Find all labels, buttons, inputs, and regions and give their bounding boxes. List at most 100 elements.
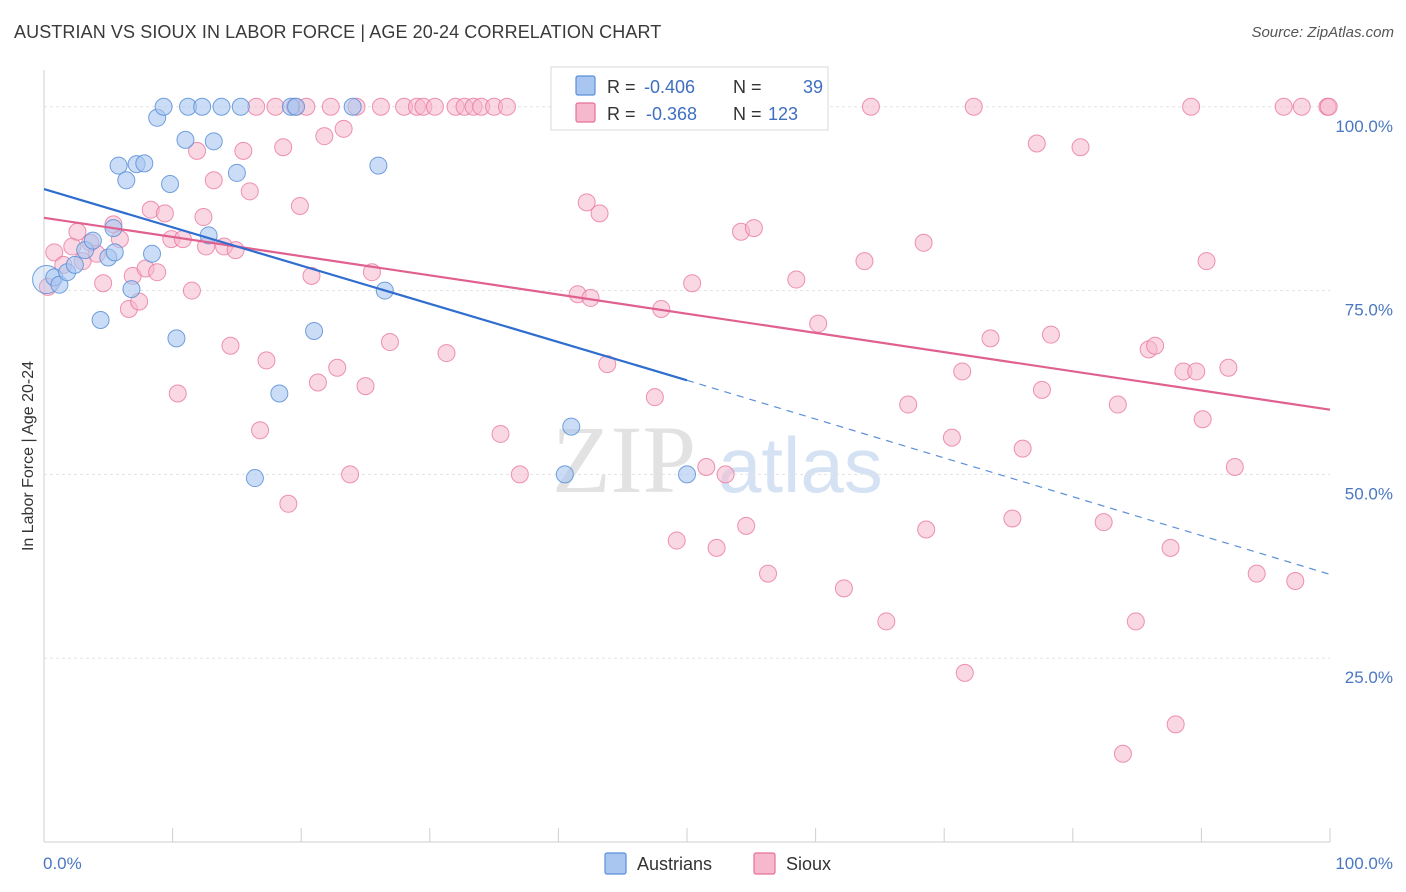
- sioux-point: [1071, 138, 1090, 157]
- sioux-point: [1197, 252, 1216, 271]
- sioux-point: [1113, 744, 1132, 763]
- sioux-point: [94, 274, 113, 293]
- sioux-point: [251, 421, 270, 440]
- legend-r-value-2: -0.368: [646, 104, 697, 124]
- sioux-point: [1286, 571, 1305, 590]
- austrian-point: [270, 384, 289, 403]
- legend-r-label-2: R =: [607, 104, 641, 124]
- austrians-trend-extension: [686, 379, 1331, 575]
- sioux-point: [787, 270, 806, 289]
- sioux-point: [510, 465, 529, 484]
- austrian-point: [555, 465, 574, 484]
- sioux-point: [1182, 97, 1201, 116]
- sioux-point: [45, 243, 64, 262]
- austrian-point: [117, 171, 136, 190]
- sioux-point: [290, 197, 309, 216]
- austrian-point: [65, 255, 84, 274]
- austrian-point: [193, 97, 212, 116]
- sioux-point: [577, 193, 596, 212]
- sioux-point: [380, 333, 399, 352]
- sioux-point: [809, 314, 828, 333]
- sioux-point: [341, 465, 360, 484]
- sioux-point: [1041, 325, 1060, 344]
- austrian-point: [122, 280, 141, 299]
- sioux-point: [1247, 564, 1266, 583]
- y-tick-label: 25.0%: [1345, 668, 1393, 687]
- sioux-point: [683, 274, 702, 293]
- sioux-point: [257, 351, 276, 370]
- sioux-point: [155, 204, 174, 223]
- legend-swatch-sioux: [575, 102, 596, 123]
- sioux-point: [834, 579, 853, 598]
- bottom-swatch-sioux: [753, 852, 776, 875]
- austrian-point: [562, 417, 581, 436]
- austrian-point: [143, 244, 162, 263]
- austrian-point: [83, 231, 102, 250]
- legend-n-value-1: 39: [803, 77, 823, 97]
- sioux-point: [491, 424, 510, 443]
- sioux-point: [334, 119, 353, 138]
- sioux-point: [759, 564, 778, 583]
- sioux-point: [899, 395, 918, 414]
- legend-n-label-2: N =: [733, 104, 767, 124]
- austrians-trend-line: [43, 188, 688, 382]
- bottom-legend-sioux: Sioux: [786, 854, 831, 874]
- bottom-legend-austrians: Austrians: [637, 854, 712, 874]
- sioux-point: [182, 281, 201, 300]
- sioux-point: [955, 663, 974, 682]
- austrian-point: [343, 97, 362, 116]
- sioux-point: [221, 336, 240, 355]
- sioux-point: [744, 219, 763, 238]
- x-tick-label-min: 0.0%: [43, 854, 82, 873]
- legend-n-value-2: 123: [768, 104, 798, 124]
- sioux-point: [204, 171, 223, 190]
- austrian-point: [245, 469, 264, 488]
- sioux-point: [1187, 362, 1206, 381]
- sioux-point: [716, 465, 735, 484]
- sioux-point: [964, 97, 983, 116]
- correlation-legend: R = -0.406 N = 39 R = -0.368 N = 123: [550, 66, 829, 131]
- sioux-point: [914, 233, 933, 252]
- sioux-point: [707, 538, 726, 557]
- legend-r-label-1: R =: [607, 77, 641, 97]
- legend-swatch-austrians: [575, 75, 596, 96]
- austrian-point: [161, 174, 180, 193]
- sioux-point: [240, 182, 259, 201]
- sioux-point: [188, 141, 207, 160]
- chart-title: AUSTRIAN VS SIOUX IN LABOR FORCE | AGE 2…: [14, 22, 662, 42]
- source-label: Source: ZipAtlas.com: [1251, 24, 1394, 41]
- sioux-point: [667, 531, 686, 550]
- austrian-point: [678, 465, 696, 484]
- austrian-point: [135, 154, 154, 173]
- sioux-point: [1013, 439, 1032, 458]
- sioux-point: [1094, 513, 1113, 532]
- sioux-point: [942, 428, 961, 447]
- austrian-points: [32, 97, 696, 488]
- sioux-point: [497, 97, 516, 116]
- sioux-point: [917, 520, 936, 539]
- sioux-point: [425, 97, 444, 116]
- sioux-point: [1219, 358, 1238, 377]
- austrian-point: [305, 322, 324, 341]
- legend-box: [550, 66, 829, 131]
- austrian-point: [369, 156, 388, 175]
- y-tick-label: 50.0%: [1345, 484, 1393, 503]
- sioux-point: [328, 358, 347, 377]
- sioux-point: [877, 612, 896, 631]
- sioux-trend-line: [43, 216, 1331, 411]
- sioux-point: [266, 97, 285, 116]
- austrian-point: [204, 132, 223, 151]
- austrian-point: [105, 243, 124, 262]
- y-tick-label: 100.0%: [1335, 117, 1393, 136]
- sioux-point: [645, 388, 664, 407]
- sioux-point: [437, 344, 456, 363]
- sioux-point: [274, 138, 293, 157]
- series-legend: Austrians Sioux: [604, 852, 831, 875]
- sioux-point: [1108, 395, 1127, 414]
- y-tick-labels: 25.0% 50.0% 75.0% 100.0%: [1335, 117, 1393, 687]
- sioux-point: [371, 97, 390, 116]
- sioux-point: [308, 373, 327, 392]
- sioux-point: [1193, 410, 1212, 429]
- sioux-point: [247, 97, 266, 116]
